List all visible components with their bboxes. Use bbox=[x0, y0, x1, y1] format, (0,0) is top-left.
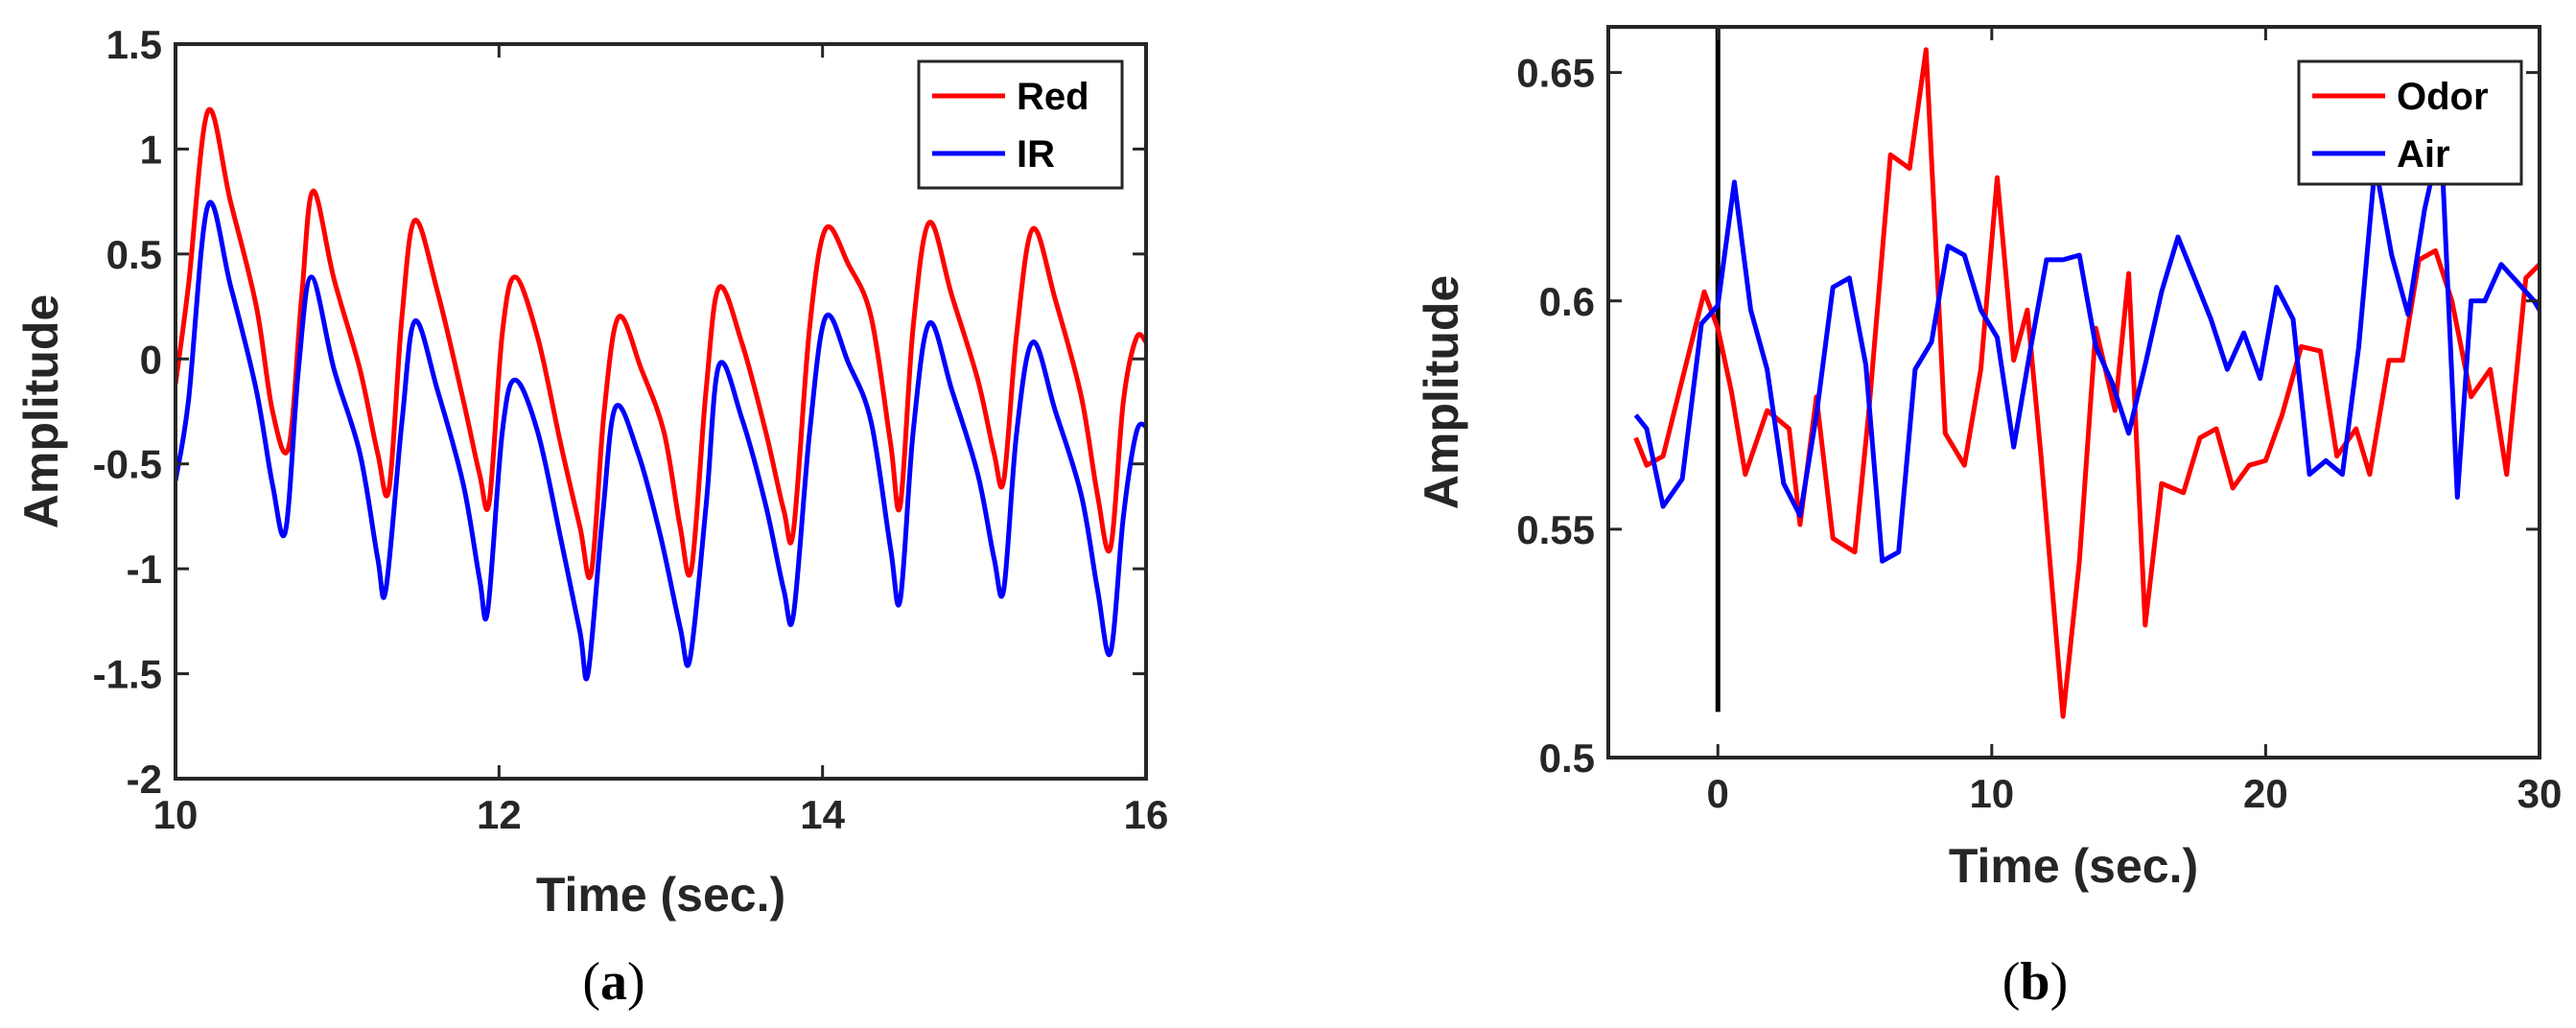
panel-letter-a: a bbox=[600, 952, 627, 1012]
x-axis-label-b: Time (sec.) bbox=[1949, 839, 2198, 893]
series-line-air bbox=[1633, 133, 2540, 564]
legend-label-odor: Odor bbox=[2397, 76, 2489, 118]
series-line-odor bbox=[1633, 47, 2540, 719]
x-tick-label-b-1: 10 bbox=[1969, 771, 2014, 816]
plot-frame-b bbox=[1606, 25, 2541, 759]
y-tick-label-a-5: 0.5 bbox=[106, 232, 162, 277]
y-axis-label-b: Amplitude bbox=[1415, 275, 1468, 509]
x-tick-label-a-1: 12 bbox=[477, 792, 522, 837]
x-axis-label-a: Time (sec.) bbox=[536, 868, 785, 922]
legend-a: Red IR bbox=[917, 59, 1124, 190]
legend-b: Odor Air bbox=[2297, 59, 2523, 186]
panel-open-b: ( bbox=[2002, 952, 2021, 1012]
plot-frame-a bbox=[174, 42, 1148, 781]
panel-close-b: ) bbox=[2050, 952, 2069, 1012]
y-axis-label-a: Amplitude bbox=[14, 294, 68, 528]
x-tick-label-b-3: 30 bbox=[2517, 771, 2563, 816]
y-tick-label-a-6: 1 bbox=[140, 127, 162, 172]
series-line-red bbox=[176, 106, 1146, 580]
legend-label-red: Red bbox=[1017, 76, 1089, 118]
y-tick-label-b-3: 0.65 bbox=[1516, 51, 1595, 96]
y-tick-label-b-1: 0.55 bbox=[1516, 507, 1595, 552]
x-tick-label-a-0: 10 bbox=[153, 792, 199, 837]
y-tick-label-a-1: -1.5 bbox=[93, 652, 162, 697]
panel-label-a: (a) bbox=[582, 952, 644, 1012]
y-tick-label-a-0: -2 bbox=[127, 757, 162, 802]
legend-label-ir: IR bbox=[1017, 133, 1055, 175]
panel-label-b: (b) bbox=[2002, 952, 2068, 1012]
chart-panel-a: 10 12 14 16 -2 -1.5 -1 -0.5 0 0.5 1 1.5 Time (sec.)… bbox=[14, 22, 1168, 1012]
y-tick-label-a-7: 1.5 bbox=[106, 22, 162, 67]
y-tick-label-b-2: 0.6 bbox=[1539, 279, 1595, 324]
x-tick-label-a-3: 16 bbox=[1124, 792, 1169, 837]
chart-panel-b: 0 10 20 30 0.5 0.55 0.6 0.65 Time (sec.) Amplit… bbox=[1415, 25, 2563, 1012]
panel-letter-b: b bbox=[2020, 952, 2049, 1012]
series-line-ir bbox=[176, 199, 1146, 682]
panel-open-a: ( bbox=[582, 952, 600, 1012]
y-tick-label-a-4: 0 bbox=[140, 337, 162, 382]
panel-close-a: ) bbox=[627, 952, 645, 1012]
y-tick-label-a-2: -1 bbox=[127, 547, 162, 592]
y-tick-label-b-0: 0.5 bbox=[1539, 736, 1595, 781]
x-tick-label-b-2: 20 bbox=[2243, 771, 2288, 816]
y-tick-label-a-3: -0.5 bbox=[93, 442, 162, 487]
legend-label-air: Air bbox=[2397, 133, 2450, 175]
x-tick-label-a-2: 14 bbox=[800, 792, 845, 837]
x-tick-label-b-0: 0 bbox=[1707, 771, 1729, 816]
